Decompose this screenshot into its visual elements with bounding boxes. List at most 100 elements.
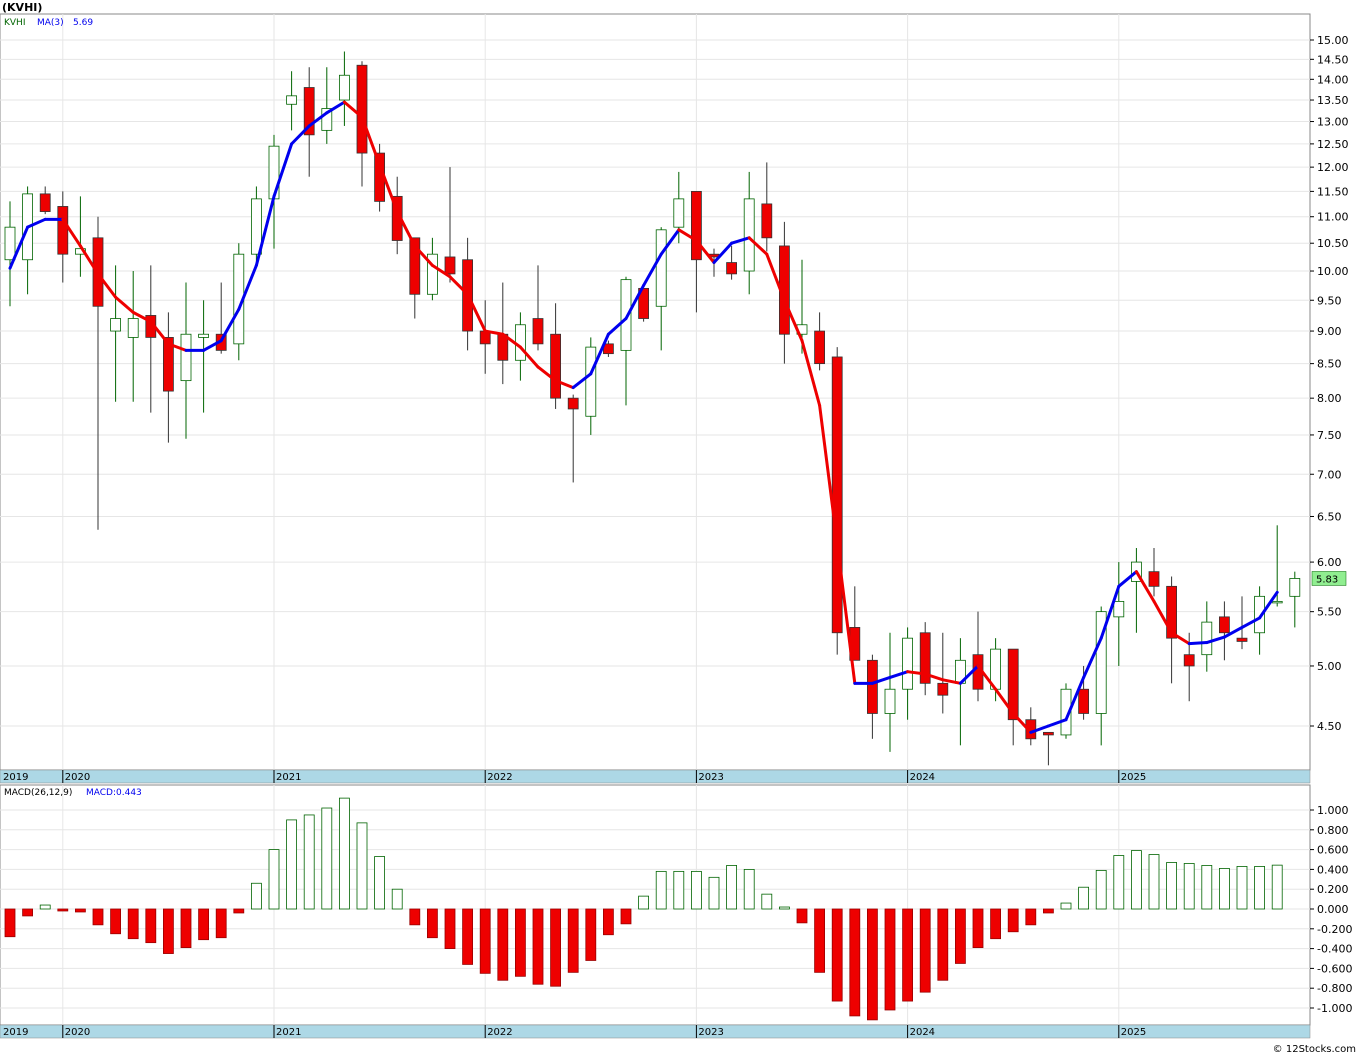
price-tick-label: 10.50 xyxy=(1317,237,1349,250)
macd-bar xyxy=(1025,908,1037,926)
ma-segment xyxy=(360,115,382,167)
macd-tick-label: -1.000 xyxy=(1317,1002,1352,1015)
candle-body xyxy=(1007,648,1019,721)
date-label: 2021 xyxy=(276,772,301,783)
candle-body xyxy=(814,330,825,365)
date-label: 2021 xyxy=(276,1027,301,1038)
macd-bar xyxy=(849,908,861,1017)
ma-segment xyxy=(765,252,786,302)
macd-bar xyxy=(761,893,773,910)
last-price-tag xyxy=(1311,571,1347,586)
date-label: 2020 xyxy=(65,1027,90,1038)
candle-body xyxy=(743,198,755,272)
chart-title: (KVHI) xyxy=(2,1,42,14)
candle xyxy=(409,237,421,319)
macd-bar xyxy=(110,908,121,935)
candle xyxy=(110,265,121,402)
price-panel xyxy=(0,13,1311,771)
macd-bar xyxy=(1007,908,1019,933)
candle xyxy=(198,300,210,413)
macd-bar xyxy=(338,797,350,910)
price-tick-label: 7.50 xyxy=(1317,429,1342,442)
ma-segment xyxy=(923,672,945,682)
ma-segment xyxy=(1046,718,1068,728)
ma-segment xyxy=(166,342,188,352)
macd-bar xyxy=(972,908,984,949)
ma-segment xyxy=(712,241,734,265)
macd-bar xyxy=(374,856,386,910)
candle xyxy=(743,171,755,295)
macd-bar xyxy=(426,908,438,939)
ma-segment xyxy=(888,670,910,679)
ma-segment xyxy=(325,100,346,115)
candle-body xyxy=(1166,585,1177,639)
candle-body xyxy=(409,237,421,295)
macd-value-label: MACD:0.443 xyxy=(86,788,142,798)
candle-body xyxy=(1254,595,1265,634)
ma-segment xyxy=(694,239,716,265)
candle-body xyxy=(39,193,51,212)
ma-segment xyxy=(378,163,399,214)
ma-segment xyxy=(747,236,769,256)
candle-body xyxy=(268,145,280,200)
candle-body xyxy=(902,637,913,690)
candle xyxy=(303,67,315,177)
macd-bar xyxy=(638,895,649,910)
ma-segment xyxy=(677,228,698,243)
ma-segment xyxy=(430,263,452,279)
macd-bar xyxy=(796,908,808,924)
candle-body xyxy=(867,659,878,714)
macd-bar xyxy=(726,865,737,910)
candle xyxy=(567,394,579,483)
candle xyxy=(444,167,456,283)
price-date-labels: 2019 2020 2021 2022 2023 2024 2025 xyxy=(3,770,1146,783)
ma-segment xyxy=(96,272,118,299)
ma-segment xyxy=(78,244,100,276)
price-tick-label: 13.00 xyxy=(1317,116,1349,129)
candle-body xyxy=(1201,621,1213,656)
candle xyxy=(426,237,438,301)
macd-bar xyxy=(620,908,632,925)
price-tick-label: 11.00 xyxy=(1317,211,1349,224)
candle xyxy=(585,337,597,435)
macd-bar xyxy=(691,870,702,910)
ma-segment xyxy=(501,332,522,349)
macd-bar xyxy=(92,908,104,926)
macd-bar xyxy=(356,822,368,910)
macd-bar xyxy=(391,888,403,910)
candle-body xyxy=(532,318,544,345)
candle-body xyxy=(1271,600,1283,604)
candle xyxy=(902,627,913,720)
price-tick-label: 5.00 xyxy=(1317,660,1342,673)
price-axis: 4.50 5.00 5.50 6.00 6.50 7.00 7.50 8.00 8.50 9.00… xyxy=(1310,34,1349,733)
macd-bar xyxy=(955,908,966,964)
candle xyxy=(338,51,350,126)
macd-bar xyxy=(1043,908,1054,914)
candle-body xyxy=(356,64,368,154)
price-tick-label: 12.00 xyxy=(1317,161,1349,174)
macd-bar xyxy=(145,908,157,944)
ma-segment xyxy=(976,664,998,691)
macd-tick-label: 0.600 xyxy=(1317,844,1349,857)
macd-bar xyxy=(1201,865,1213,910)
candle xyxy=(4,201,16,307)
price-tick-label: 14.50 xyxy=(1317,53,1349,66)
macd-bar xyxy=(1131,850,1142,910)
macd-bar xyxy=(1078,886,1089,910)
candle xyxy=(57,191,69,283)
candle-body xyxy=(1043,731,1054,736)
moving-average-line xyxy=(8,100,1279,734)
macd-bar xyxy=(919,908,931,993)
ma-segment xyxy=(1258,590,1279,620)
candle-body xyxy=(1113,600,1125,618)
candle xyxy=(726,245,737,280)
ma-segment xyxy=(730,236,751,245)
candle-body xyxy=(250,198,262,255)
ma-segment xyxy=(8,225,30,270)
candle-body xyxy=(127,318,139,338)
macd-bar xyxy=(303,814,315,910)
ma-segment xyxy=(659,228,681,256)
macd-bar xyxy=(180,908,192,949)
macd-bar xyxy=(1095,869,1107,910)
